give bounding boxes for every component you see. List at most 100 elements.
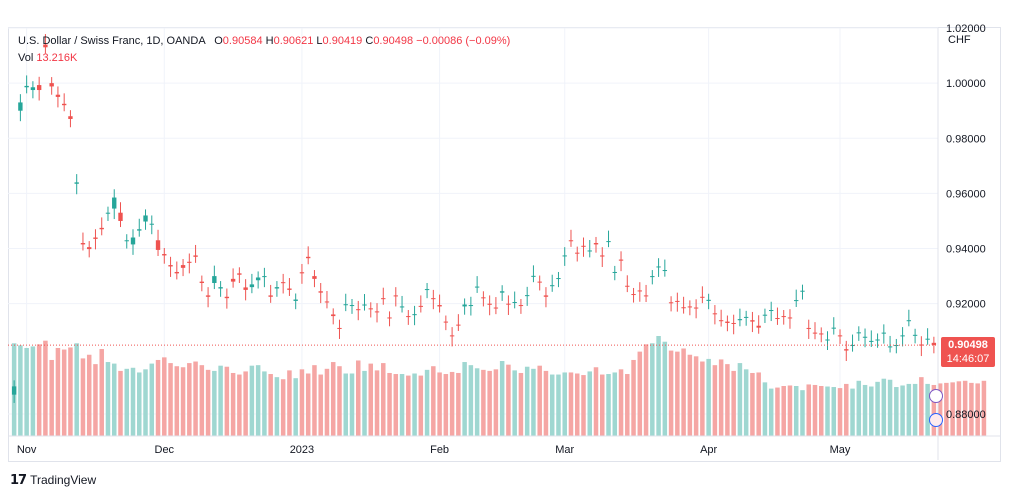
candle-body: [831, 327, 836, 329]
volume-bar: [981, 380, 987, 436]
candle-body: [718, 320, 724, 322]
candles: [11, 34, 937, 403]
volume-bar: [456, 372, 461, 436]
candle-body: [794, 300, 799, 302]
tradingview-logo[interactable]: 𝟭𝟳 TradingView: [10, 472, 96, 488]
volume-bar: [474, 368, 480, 436]
low-value: 0.90419: [322, 35, 363, 47]
candle-body: [769, 310, 774, 312]
candle-body: [556, 278, 561, 280]
volume-bar: [287, 370, 292, 436]
high-value: 0.90621: [273, 35, 314, 47]
volume-bar: [793, 386, 799, 436]
candle-body: [512, 302, 517, 304]
time-tick-label: Nov: [17, 444, 37, 456]
candle-body: [743, 316, 749, 318]
volume-bar: [393, 374, 399, 436]
candle-body: [687, 306, 693, 308]
ohlc-legend: U.S. Dollar / Swiss Franc, 1D, OANDA O 0.…: [18, 35, 510, 47]
candle-body: [399, 306, 405, 308]
candle-body: [287, 288, 292, 290]
volume-bar: [537, 365, 542, 436]
candle-body: [800, 290, 805, 292]
volume-bar: [180, 367, 186, 436]
volume-bar: [493, 369, 499, 436]
volume-bar: [631, 359, 636, 436]
volume-bar: [768, 388, 774, 436]
candle-body: [631, 294, 636, 296]
volume-bar: [212, 370, 217, 436]
volume-bar: [74, 343, 79, 436]
candle-body: [919, 344, 924, 346]
axis-currency-label[interactable]: CHF: [948, 34, 971, 46]
candle-body: [331, 314, 336, 317]
candle-body: [293, 299, 298, 301]
volume-label[interactable]: Vol: [18, 52, 34, 64]
candle-body: [562, 255, 567, 257]
volume-bar: [449, 371, 455, 436]
candle-body: [218, 287, 223, 289]
candle-body: [137, 229, 142, 231]
volume-bar: [600, 374, 605, 436]
candle-body: [550, 285, 555, 287]
volume-bar: [643, 344, 649, 436]
volume-bar: [93, 364, 98, 436]
volume-bar: [574, 373, 580, 436]
volume-bar: [293, 378, 298, 436]
price-tick-label: 0.88000: [946, 409, 986, 421]
low-label: L: [316, 35, 323, 47]
time-tick-label: 2023: [290, 444, 314, 456]
volume-bar: [168, 363, 173, 436]
candle-body: [618, 259, 624, 261]
candle-body: [205, 295, 211, 297]
volume-bar: [800, 390, 805, 436]
candle-body: [149, 223, 154, 225]
candle-body: [299, 272, 305, 274]
volume-bar: [330, 362, 336, 436]
compare-icon[interactable]: [929, 389, 943, 403]
candle-body: [55, 94, 61, 97]
candle-body: [155, 240, 161, 250]
candle-body: [587, 250, 592, 252]
time-tick-label: Apr: [700, 444, 717, 456]
tradingview-mark-icon: 𝟭𝟳: [10, 472, 27, 487]
calendar-icon[interactable]: [929, 413, 943, 427]
candle-body: [850, 345, 855, 347]
candle-body: [887, 346, 893, 348]
candle-body: [869, 340, 874, 342]
volume-bar: [424, 369, 430, 436]
volume-bar: [149, 363, 155, 436]
candle-body: [881, 332, 887, 334]
volume-bar: [218, 365, 223, 436]
candle-body: [80, 243, 86, 245]
candle-body: [681, 307, 686, 309]
candle-body: [543, 295, 549, 297]
volume-bar: [412, 373, 417, 436]
candle-body: [74, 182, 79, 184]
volume-bar: [499, 361, 505, 436]
candle-body: [474, 286, 480, 288]
volume-bar: [856, 380, 862, 436]
volume-bar: [55, 347, 61, 436]
candle-body: [187, 261, 192, 263]
volume-bar: [224, 366, 230, 436]
volume-bar: [825, 386, 830, 436]
volume-bar: [249, 365, 255, 436]
candle-body: [130, 237, 136, 245]
volume-bar: [155, 359, 161, 436]
price-tick-label: 0.94000: [946, 244, 986, 256]
time-tick-label: Mar: [555, 444, 574, 456]
candle-body: [249, 284, 255, 288]
candle-body: [162, 254, 167, 256]
candle-body: [118, 212, 123, 221]
volume-bar: [894, 387, 899, 436]
volume-bar: [850, 388, 855, 436]
symbol-title[interactable]: U.S. Dollar / Swiss Franc, 1D, OANDA: [18, 35, 206, 47]
volume-bar: [105, 362, 111, 436]
volume-bar: [468, 365, 474, 436]
open-label: O: [214, 35, 223, 47]
volume-bar: [706, 358, 711, 436]
volume-bar: [118, 370, 123, 436]
volume-bar: [775, 387, 780, 436]
